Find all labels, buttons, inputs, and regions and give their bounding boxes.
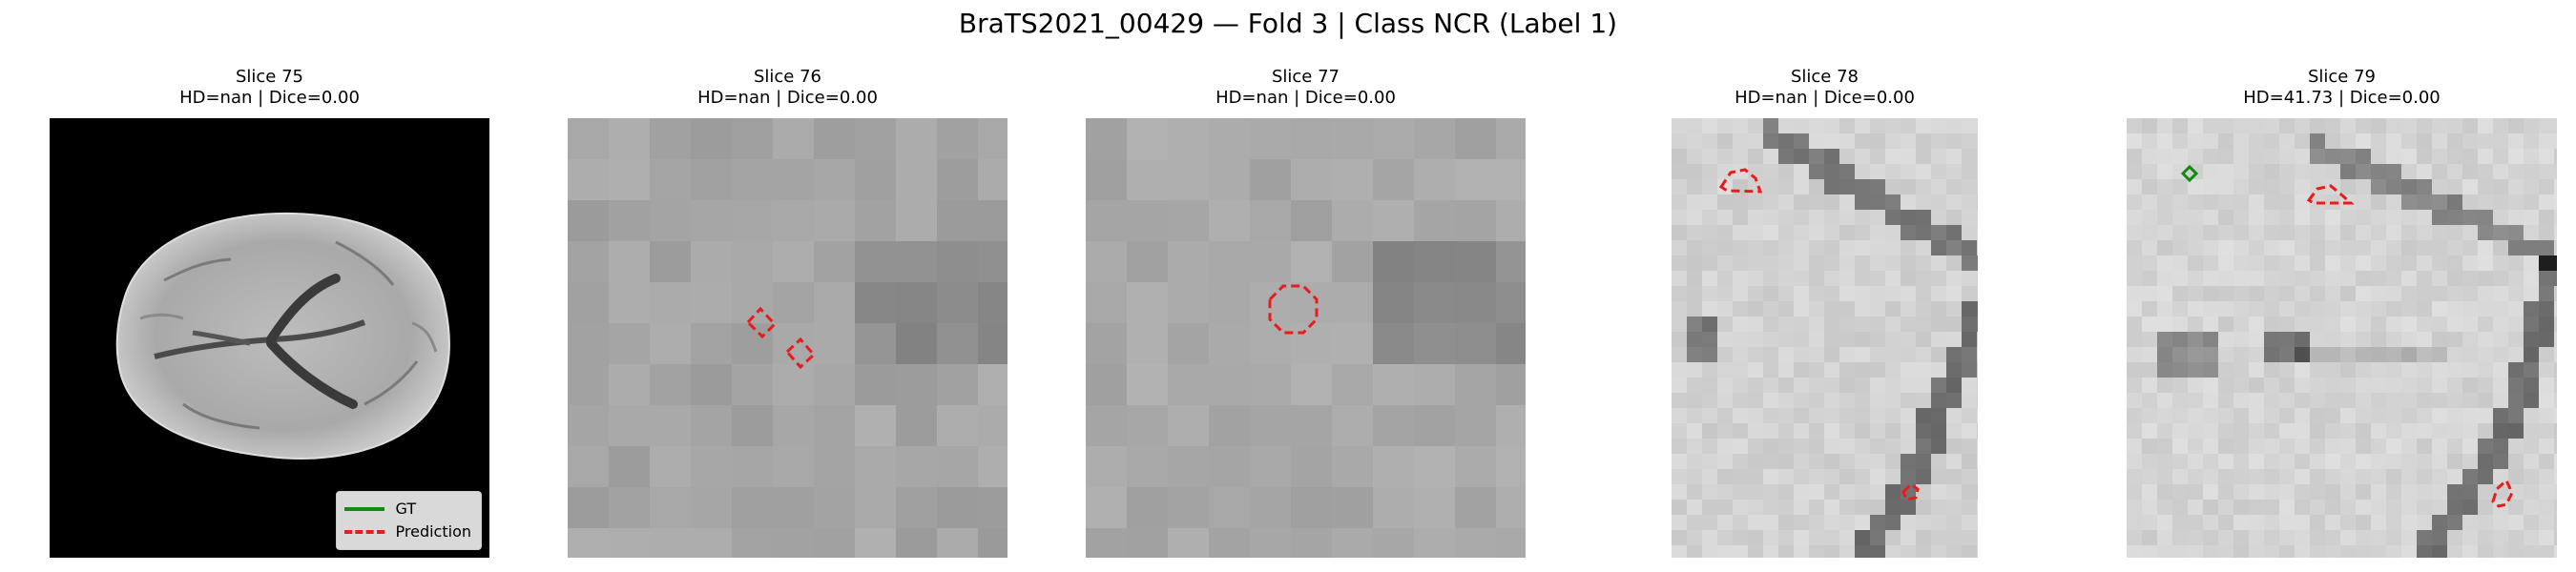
metrics-label: HD=nan | Dice=0.00 (1735, 88, 1915, 108)
legend: GT Prediction (335, 491, 482, 550)
legend-gt: GT (343, 498, 471, 521)
legend-prediction-label: Prediction (395, 522, 471, 541)
mri-image (1086, 118, 1526, 558)
panel-slice-76: Slice 76 HD=nan | Dice=0.00 (568, 67, 1008, 558)
mri-image (2127, 118, 2557, 558)
legend-gt-label: GT (395, 500, 417, 518)
panel-title: Slice 79 HD=41.73 | Dice=0.00 (2127, 67, 2557, 109)
panel-slice-78: Slice 78 HD=nan | Dice=0.00 (1672, 67, 1978, 558)
slice-label: Slice 79 (2307, 67, 2377, 87)
metrics-label: HD=nan | Dice=0.00 (179, 88, 360, 108)
panel-slice-77: Slice 77 HD=nan | Dice=0.00 (1086, 67, 1526, 558)
panel-slice-75: Slice 75 HD=nan | Dice=0.00 GT (50, 67, 489, 558)
panel-slice-79: Slice 79 HD=41.73 | Dice=0.00 (2127, 67, 2557, 558)
metrics-label: HD=nan | Dice=0.00 (697, 88, 878, 108)
slice-label: Slice 75 (235, 67, 304, 87)
slice-label: Slice 78 (1790, 67, 1859, 87)
prediction-contour (2491, 478, 2514, 508)
slice-label: Slice 77 (1271, 67, 1340, 87)
mri-image (50, 118, 489, 558)
panel-title: Slice 77 HD=nan | Dice=0.00 (1086, 67, 1526, 109)
gt-line-swatch (343, 507, 384, 511)
mri-image (568, 118, 1008, 558)
prediction-line-swatch (343, 530, 384, 534)
legend-prediction: Prediction (343, 521, 471, 543)
panel-title: Slice 75 HD=nan | Dice=0.00 (50, 67, 489, 109)
slice-label: Slice 76 (753, 67, 822, 87)
panel-title: Slice 76 HD=nan | Dice=0.00 (568, 67, 1008, 109)
figure-title: BraTS2021_00429 — Fold 3 | Class NCR (La… (958, 8, 1618, 39)
prediction-contour (1718, 168, 1763, 194)
mri-image (1672, 118, 1978, 558)
gt-contour (2180, 164, 2199, 183)
metrics-label: HD=nan | Dice=0.00 (1215, 88, 1396, 108)
panel-title: Slice 78 HD=nan | Dice=0.00 (1672, 67, 1978, 109)
prediction-contour (2306, 184, 2355, 205)
metrics-label: HD=41.73 | Dice=0.00 (2243, 88, 2441, 108)
